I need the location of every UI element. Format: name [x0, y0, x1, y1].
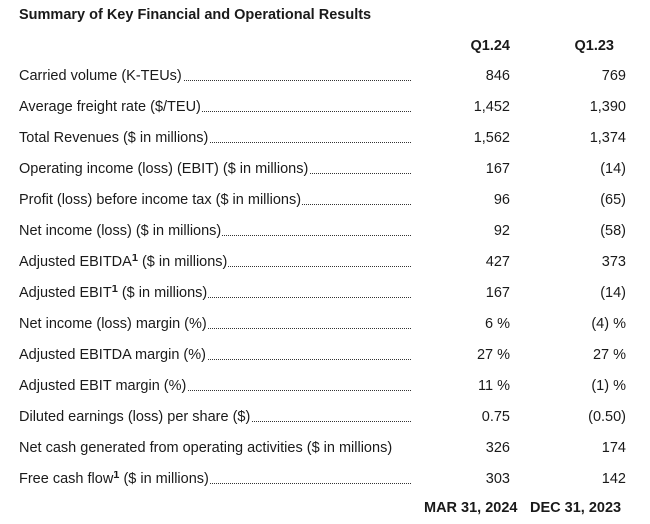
row-label-text: Profit (loss) before income tax ($ in mi… — [19, 192, 303, 208]
value-q1-23: 373 — [601, 254, 626, 270]
row-label: Net cash generated from operating activi… — [19, 440, 411, 456]
value-q1-23: (14) — [600, 161, 626, 177]
table-row: Free cash flow1 ($ in millions) 303 142 — [0, 464, 650, 495]
value-q1-23: 174 — [601, 440, 626, 456]
row-label: Net income (loss) ($ in millions) — [19, 223, 411, 239]
value-q1-23: 1,390 — [589, 99, 626, 115]
value-q1-23: (1) % — [591, 378, 626, 394]
dot-leader — [19, 359, 411, 360]
value-q1-24: 427 — [485, 254, 510, 270]
value-q1-23: 769 — [601, 68, 626, 84]
column-header-q1-23: Q1.23 — [574, 38, 615, 54]
table-row: Adjusted EBITDA1 ($ in millions) 427 373 — [0, 247, 650, 278]
value-q1-24: 6 % — [485, 316, 510, 332]
value-q1-23: (14) — [600, 285, 626, 301]
row-label-text: Net income (loss) ($ in millions) — [19, 223, 223, 239]
table-row: Adjusted EBIT margin (%) 11 % (1) % — [0, 371, 650, 402]
table-row: Operating income (loss) (EBIT) ($ in mil… — [0, 154, 650, 185]
row-label: Free cash flow1 ($ in millions) — [19, 471, 411, 487]
value-q1-24: 167 — [485, 285, 510, 301]
table-row: Adjusted EBITDA margin (%) 27 % 27 % — [0, 340, 650, 371]
row-label-text: Adjusted EBIT1 ($ in millions) — [19, 285, 209, 301]
table-row: Diluted earnings (loss) per share ($) 0.7… — [0, 402, 650, 433]
row-label: Adjusted EBIT margin (%) — [19, 378, 411, 394]
row-label: Operating income (loss) (EBIT) ($ in mil… — [19, 161, 411, 177]
row-label: Profit (loss) before income tax ($ in mi… — [19, 192, 411, 208]
row-label: Total Revenues ($ in millions) — [19, 130, 411, 146]
row-label: Carried volume (K-TEUs) — [19, 68, 411, 84]
row-label-text: Free cash flow1 ($ in millions) — [19, 471, 210, 487]
value-q1-23: (0.50) — [588, 409, 626, 425]
row-label: Net income (loss) margin (%) — [19, 316, 411, 332]
table-row: Net cash generated from operating activi… — [0, 433, 650, 464]
table-row: Average freight rate ($/TEU) 1,452 1,390 — [0, 92, 650, 123]
value-q1-24: 167 — [485, 161, 510, 177]
row-label-text: Diluted earnings (loss) per share ($) — [19, 409, 252, 425]
value-q1-24: 846 — [485, 68, 510, 84]
table-row: Net income (loss) ($ in millions) 92 (58) — [0, 216, 650, 247]
value-q1-23: (58) — [600, 223, 626, 239]
footer-date-mar-2024: MAR 31, 2024 — [424, 500, 518, 516]
dot-leader — [19, 390, 411, 391]
value-q1-23: 142 — [601, 471, 626, 487]
table-title: Summary of Key Financial and Operational… — [19, 7, 372, 23]
row-label-text: Adjusted EBITDA margin (%) — [19, 347, 207, 363]
value-q1-24: 1,452 — [473, 99, 510, 115]
dot-leader — [19, 80, 411, 81]
value-q1-24: 326 — [485, 440, 510, 456]
value-q1-24: 27 % — [476, 347, 510, 363]
dot-leader — [19, 142, 411, 143]
table-row: Net income (loss) margin (%) 6 % (4) % — [0, 309, 650, 340]
row-label-text: Carried volume (K-TEUs) — [19, 68, 183, 84]
value-q1-23: (65) — [600, 192, 626, 208]
row-label: Diluted earnings (loss) per share ($) — [19, 409, 411, 425]
dot-leader — [19, 483, 411, 484]
dot-leader — [19, 111, 411, 112]
row-label-text: Operating income (loss) (EBIT) ($ in mil… — [19, 161, 310, 177]
value-q1-24: 92 — [493, 223, 510, 239]
value-q1-24: 11 % — [478, 378, 510, 394]
value-q1-24: 303 — [485, 471, 510, 487]
row-label-text: Adjusted EBITDA1 ($ in millions) — [19, 254, 229, 270]
footnote-marker: 1 — [113, 471, 120, 481]
row-label: Average freight rate ($/TEU) — [19, 99, 411, 115]
table-row: Adjusted EBIT1 ($ in millions) 167 (14) — [0, 278, 650, 309]
table-row: Carried volume (K-TEUs) 846 769 — [0, 61, 650, 92]
value-q1-23: 27 % — [592, 347, 626, 363]
row-label-text: Net income (loss) margin (%) — [19, 316, 208, 332]
table-row: Profit (loss) before income tax ($ in mi… — [0, 185, 650, 216]
footer-date-dec-2023: DEC 31, 2023 — [530, 500, 622, 516]
row-label-text: Total Revenues ($ in millions) — [19, 130, 210, 146]
row-label-text: Average freight rate ($/TEU) — [19, 99, 202, 115]
row-label-text: Adjusted EBIT margin (%) — [19, 378, 188, 394]
dot-leader — [19, 328, 411, 329]
footnote-marker: 1 — [131, 254, 138, 264]
footnote-marker: 1 — [111, 285, 118, 295]
row-label-text: Net cash generated from operating activi… — [19, 440, 394, 456]
value-q1-23: 1,374 — [589, 130, 626, 146]
value-q1-24: 96 — [493, 192, 510, 208]
row-label: Adjusted EBIT1 ($ in millions) — [19, 285, 411, 301]
table-row: Total Revenues ($ in millions) 1,562 1,374 — [0, 123, 650, 154]
results-table: Carried volume (K-TEUs) 846 769 Average fre… — [0, 61, 650, 495]
value-q1-24: 0.75 — [481, 409, 510, 425]
column-header-q1-24: Q1.24 — [470, 38, 511, 54]
value-q1-23: (4) % — [591, 316, 626, 332]
value-q1-24: 1,562 — [473, 130, 510, 146]
dot-leader — [19, 297, 411, 298]
row-label: Adjusted EBITDA1 ($ in millions) — [19, 254, 411, 270]
row-label: Adjusted EBITDA margin (%) — [19, 347, 411, 363]
